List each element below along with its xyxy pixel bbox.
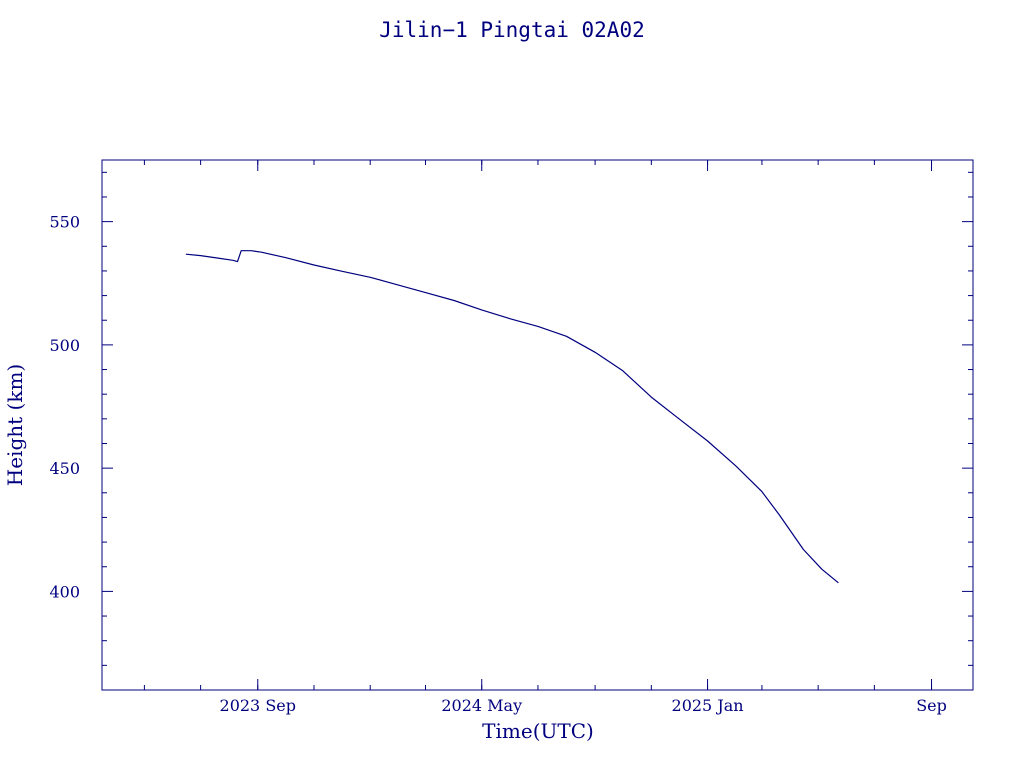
y-tick-label: 550 [49, 213, 80, 232]
x-axis-label: Time(UTC) [482, 719, 594, 743]
y-tick-label: 400 [49, 582, 80, 601]
x-tick-label: 2025 Jan [672, 696, 744, 715]
series-line-height [185, 250, 839, 584]
y-tick-label: 500 [49, 336, 80, 355]
minor-ticks [102, 160, 973, 691]
y-tick-label: 450 [49, 459, 80, 478]
plot-frame [101, 159, 974, 691]
y-axis-ticks: 400 450 500 550 [49, 213, 973, 601]
x-tick-label: 2024 May [441, 696, 522, 715]
x-tick-label: 2023 Sep [220, 696, 296, 715]
x-axis-ticks: 2023 Sep 2024 May 2025 Jan Sep [220, 160, 947, 715]
y-axis-label: Height (km) [3, 364, 27, 486]
x-tick-label: Sep [916, 696, 947, 715]
chart-title: Jilin−1 Pingtai 02A02 [379, 18, 645, 42]
